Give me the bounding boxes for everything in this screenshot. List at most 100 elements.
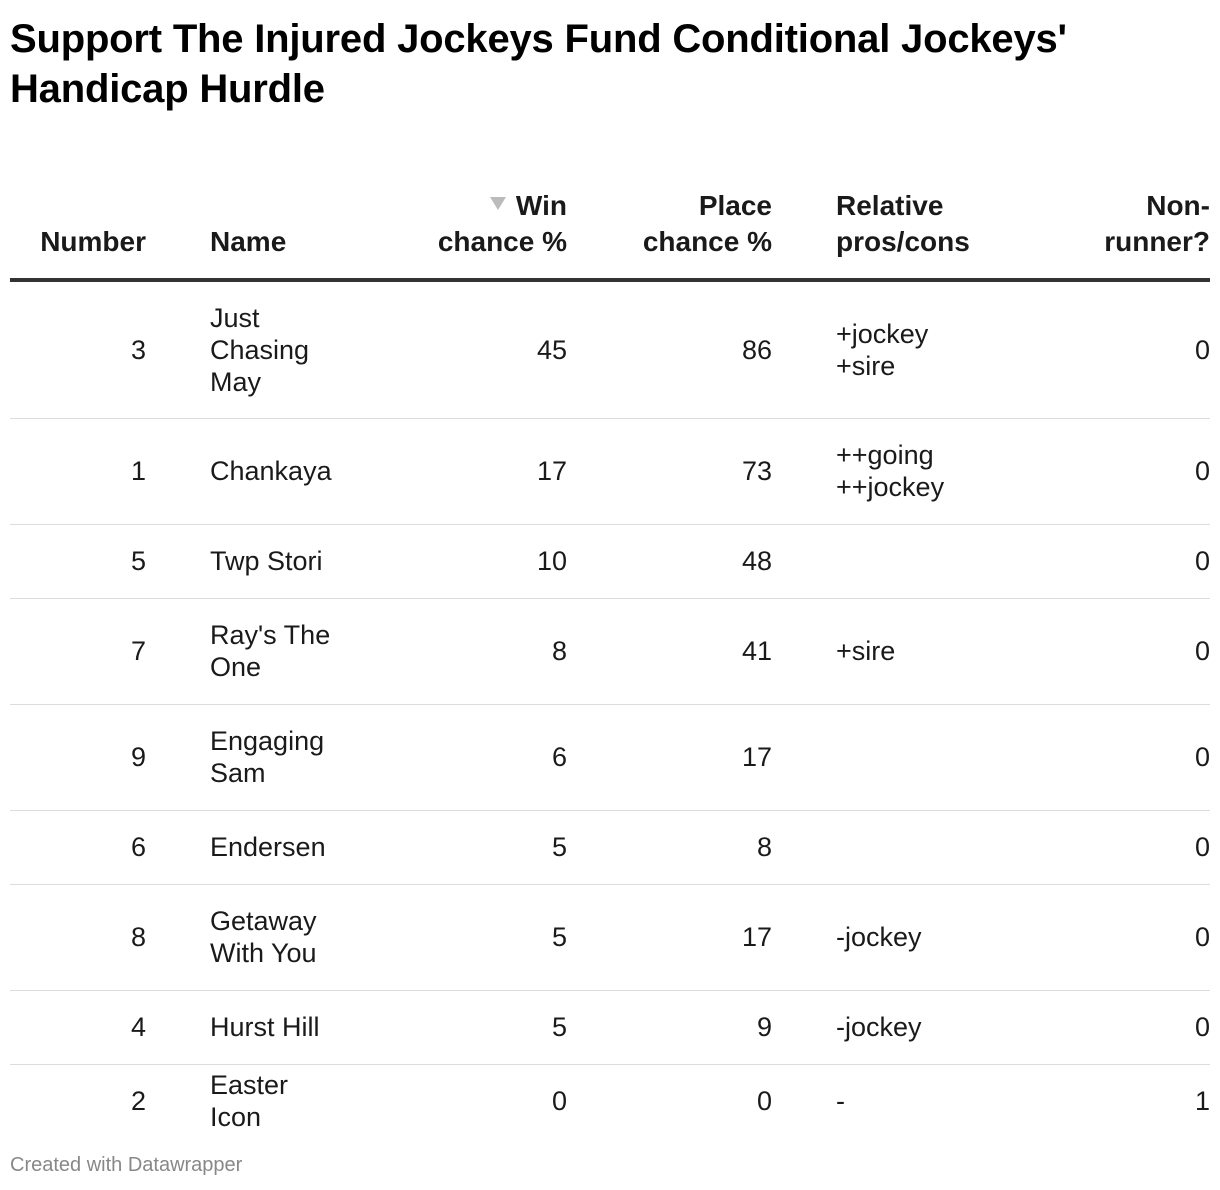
table-row: 8 Getaway With You 5 17 -jockey 0 [10, 884, 1210, 991]
cell-pros-cons [772, 524, 1042, 599]
cell-name-value: Getaway With You [210, 906, 317, 968]
cell-pros-cons: ++going ++jockey [772, 418, 1042, 525]
cell-name: Endersen [146, 810, 346, 885]
cell-name: Ray's The One [146, 598, 346, 705]
cell-place-chance-value: 8 [756, 832, 772, 862]
chart-title: Support The Injured Jockeys Fund Conditi… [10, 17, 1067, 111]
cell-name: Getaway With You [146, 884, 346, 991]
table-row: 6 Endersen 5 8 0 [10, 810, 1210, 885]
cell-non-runner: 0 [1042, 598, 1210, 705]
cell-win-chance: 6 [346, 704, 567, 811]
column-header-place-line1: Place [698, 190, 772, 221]
cell-non-runner: 0 [1042, 418, 1210, 525]
column-header-nr-line1: Non- [1146, 190, 1210, 221]
cell-non-runner: 0 [1042, 524, 1210, 599]
cell-non-runner: 0 [1042, 990, 1210, 1065]
cell-pros-cons [772, 704, 1042, 811]
cell-name: Twp Stori [146, 524, 346, 599]
cell-name-value: Easter Icon [210, 1070, 289, 1133]
cell-place-chance: 8 [567, 810, 772, 885]
cell-name: Engaging Sam [146, 704, 346, 811]
column-header-name[interactable]: Name [146, 170, 346, 282]
cell-place-chance: 73 [567, 418, 772, 525]
pros-cons-item: - [836, 1086, 845, 1117]
column-header-number[interactable]: Number [10, 170, 146, 282]
column-header-name-label: Name [210, 226, 287, 257]
cell-place-chance-value: 73 [741, 456, 772, 486]
cell-number-value: 5 [130, 546, 146, 576]
cell-number-value: 1 [130, 456, 146, 486]
cell-name: Hurst Hill [146, 990, 346, 1065]
chart-container: Support The Injured Jockeys Fund Conditi… [10, 14, 1210, 1138]
cell-win-chance-value: 6 [551, 742, 567, 772]
pros-cons-item: +jockey [836, 318, 929, 349]
cell-name-value: Twp Stori [210, 546, 323, 576]
cell-non-runner-value: 0 [1194, 636, 1210, 666]
table-row: 9 Engaging Sam 6 17 0 [10, 704, 1210, 811]
cell-number-value: 9 [130, 742, 146, 772]
cell-non-runner-value: 0 [1194, 1012, 1210, 1042]
column-header-win-line1: Win [515, 190, 567, 221]
cell-non-runner-value: 0 [1194, 922, 1210, 952]
cell-win-chance: 5 [346, 810, 567, 885]
cell-number-value: 3 [130, 334, 146, 365]
column-header-non-runner[interactable]: Non- runner? [1042, 170, 1210, 282]
cell-non-runner: 0 [1042, 810, 1210, 885]
cell-non-runner: 0 [1042, 884, 1210, 991]
table-row: 3 Just Chasing May 45 86 +jockey +sire 0 [10, 280, 1210, 419]
cell-win-chance-value: 45 [536, 334, 567, 365]
cell-number: 5 [10, 524, 146, 599]
cell-win-chance-value: 8 [551, 636, 567, 666]
header-row: Number Name Win chance % Place chance % … [10, 170, 1210, 282]
cell-win-chance: 45 [346, 280, 567, 419]
column-header-nr-line2: runner? [1104, 226, 1210, 257]
cell-place-chance-value: 48 [741, 546, 772, 576]
table-row: 5 Twp Stori 10 48 0 [10, 524, 1210, 599]
cell-place-chance-value: 17 [741, 742, 772, 772]
table-row: 1 Chankaya 17 73 ++going ++jockey 0 [10, 418, 1210, 525]
column-header-pros-cons[interactable]: Relative pros/cons [772, 170, 1042, 282]
column-header-pros-line2: pros/cons [836, 226, 970, 257]
cell-number: 8 [10, 884, 146, 991]
cell-pros-cons: +jockey +sire [772, 280, 1042, 419]
cell-number: 2 [10, 1064, 146, 1138]
footer-credit: Created with Datawrapper [10, 1154, 243, 1176]
cell-place-chance: 17 [567, 884, 772, 991]
cell-number: 7 [10, 598, 146, 705]
cell-place-chance: 41 [567, 598, 772, 705]
column-header-place[interactable]: Place chance % [567, 170, 772, 282]
table-row: 4 Hurst Hill 5 9 -jockey 0 [10, 990, 1210, 1065]
pros-cons-item: -jockey [836, 1012, 922, 1042]
cell-non-runner-value: 0 [1194, 832, 1210, 862]
cell-place-chance-value: 86 [741, 334, 772, 365]
cell-number: 6 [10, 810, 146, 885]
table-row: 7 Ray's The One 8 41 +sire 0 [10, 598, 1210, 705]
cell-win-chance: 5 [346, 990, 567, 1065]
cell-number-value: 2 [130, 1086, 146, 1117]
cell-non-runner: 0 [1042, 704, 1210, 811]
cell-place-chance: 48 [567, 524, 772, 599]
cell-number-value: 4 [130, 1012, 146, 1042]
cell-number: 4 [10, 990, 146, 1065]
cell-place-chance: 17 [567, 704, 772, 811]
cell-non-runner: 0 [1042, 280, 1210, 419]
cell-place-chance: 0 [567, 1064, 772, 1138]
cell-place-chance: 9 [567, 990, 772, 1065]
cell-name: Easter Icon [146, 1064, 346, 1138]
pros-cons-item: ++going [836, 440, 934, 470]
column-header-win[interactable]: Win chance % [346, 170, 567, 282]
cell-win-chance: 10 [346, 524, 567, 599]
cell-win-chance-value: 5 [551, 922, 567, 952]
cell-pros-cons: - [772, 1064, 1042, 1138]
cell-place-chance-value: 41 [741, 636, 772, 666]
cell-non-runner-value: 0 [1194, 456, 1210, 486]
cell-non-runner-value: 0 [1194, 334, 1210, 365]
cell-win-chance: 0 [346, 1064, 567, 1138]
cell-non-runner-value: 1 [1194, 1086, 1210, 1117]
pros-cons-item: ++jockey [836, 472, 945, 502]
cell-name-value: Chankaya [210, 456, 332, 486]
cell-win-chance-value: 10 [536, 546, 567, 576]
cell-win-chance-value: 0 [551, 1086, 567, 1117]
cell-win-chance-value: 5 [551, 832, 567, 862]
pros-cons-item: -jockey [836, 922, 922, 952]
